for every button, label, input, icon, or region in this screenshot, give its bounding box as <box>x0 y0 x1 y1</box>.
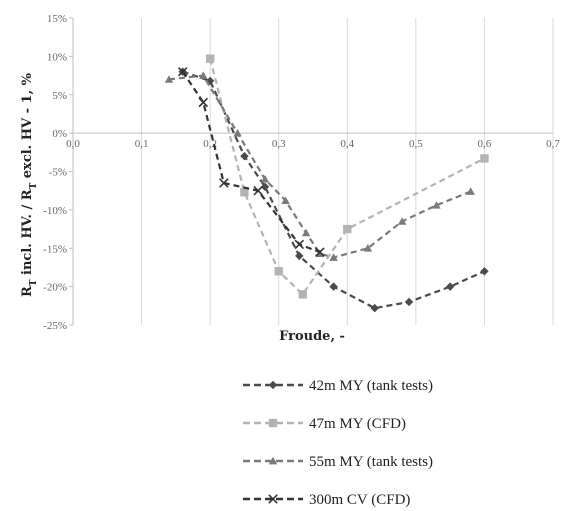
y-tick-label: -20% <box>43 282 67 294</box>
data-point <box>432 201 441 209</box>
x-tick-label: 0,6 <box>478 138 492 150</box>
data-point <box>329 282 338 291</box>
legend-marker <box>268 494 278 504</box>
point-marker-stroke <box>294 239 305 250</box>
legend-item: 55m MY (tank tests) <box>243 454 433 470</box>
legend-item: 300m CV (CFD) <box>243 492 410 508</box>
data-point <box>219 178 229 188</box>
point-marker-stroke <box>253 185 263 196</box>
y-tick-label: -5% <box>49 167 67 179</box>
point-marker-stroke <box>315 247 325 257</box>
legend-label: 42m MY (tank tests) <box>309 378 433 394</box>
point-marker-stroke <box>198 97 209 108</box>
y-tick-label: -15% <box>43 243 67 255</box>
series-line <box>168 74 472 259</box>
series-3 <box>164 71 475 261</box>
data-point <box>281 196 290 205</box>
data-point <box>329 253 338 261</box>
data-point <box>205 76 215 86</box>
series-2 <box>205 54 489 299</box>
data-point <box>363 244 373 252</box>
x-tick-label: 0,4 <box>340 138 354 150</box>
data-point <box>198 97 209 108</box>
series-line <box>181 71 321 254</box>
x-axis-label: Froude, - <box>279 329 345 344</box>
legend-marker <box>268 418 278 428</box>
series-1 <box>178 67 489 313</box>
series-line <box>182 70 485 310</box>
y-tick-label: -25% <box>43 320 67 332</box>
data-point <box>298 290 307 299</box>
data-point <box>295 251 304 261</box>
vertical-gridlines <box>141 18 554 325</box>
data-point <box>343 224 352 234</box>
y-tick-label: -10% <box>43 205 67 217</box>
data-point <box>274 267 283 276</box>
y-tick-label: 10% <box>47 51 67 63</box>
legend-label: 47m MY (CFD) <box>309 416 406 432</box>
data-point <box>240 188 249 197</box>
data-point <box>480 267 489 276</box>
data-point <box>240 151 249 161</box>
y-tick-labels: 15% 10% 5% 0% -5% -10% -15% -20% -25% <box>43 13 67 332</box>
data-point <box>253 185 263 196</box>
x-tick-label: 0,7 <box>546 138 560 150</box>
data-point <box>205 54 215 63</box>
x-tick-label: 0,5 <box>409 138 423 150</box>
legend-label: 300m CV (CFD) <box>309 492 410 508</box>
x-tick-labels: 0,0 0,1 0,2 0,3 0,4 0,5 0,6 0,7 <box>66 138 560 150</box>
series-lines <box>164 54 489 313</box>
data-point <box>260 174 270 183</box>
y-tick-label: 15% <box>47 13 67 25</box>
legend-label: 55m MY (tank tests) <box>309 454 433 470</box>
x-tick-label: 0,1 <box>135 138 149 150</box>
legend-marker <box>268 456 278 465</box>
data-point <box>260 182 270 192</box>
axes <box>69 17 553 326</box>
data-point <box>445 282 455 291</box>
data-point <box>370 303 379 313</box>
data-point <box>466 187 475 195</box>
data-point <box>404 297 414 307</box>
data-point <box>294 239 305 250</box>
y-tick-label: 5% <box>52 90 67 102</box>
x-tick-label: 0,3 <box>272 138 286 150</box>
y-axis-label: RT incl. HV. / RT excl. HV - 1, % <box>20 72 39 297</box>
series-line <box>209 58 485 296</box>
data-point <box>164 75 174 83</box>
point-marker-stroke <box>219 178 229 188</box>
data-point <box>177 66 188 77</box>
data-point <box>315 247 325 257</box>
x-tick-label: 0,0 <box>66 138 80 150</box>
legend-marker <box>268 380 278 390</box>
legend-item: 47m MY (CFD) <box>243 416 406 432</box>
point-marker-stroke <box>268 494 278 504</box>
data-point <box>480 154 489 163</box>
data-point <box>199 71 208 79</box>
legend: 42m MY (tank tests) 47m MY (CFD) 55m MY (t… <box>243 378 433 508</box>
data-point <box>233 128 242 137</box>
series-4 <box>177 66 325 257</box>
legend-item: 42m MY (tank tests) <box>243 378 433 394</box>
data-point <box>397 217 407 225</box>
y-tick-label: 0% <box>52 128 67 140</box>
point-marker-stroke <box>177 66 188 77</box>
data-point <box>301 228 311 237</box>
